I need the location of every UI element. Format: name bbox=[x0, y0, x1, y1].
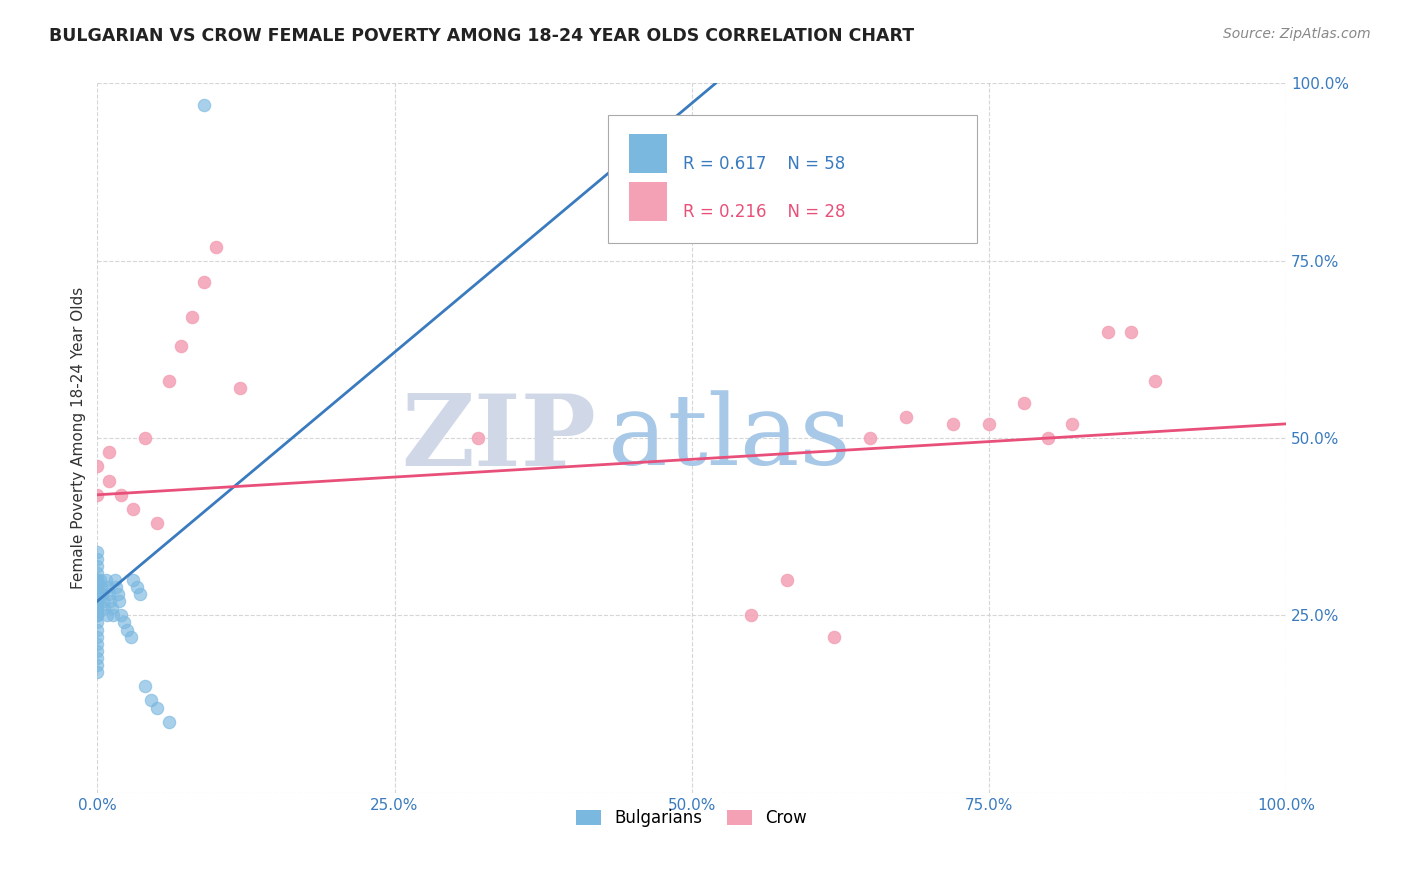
Point bbox=[1121, 325, 1143, 339]
Point bbox=[86, 573, 108, 587]
Point bbox=[1038, 431, 1060, 445]
Point bbox=[105, 580, 128, 594]
Point bbox=[229, 381, 252, 395]
Point bbox=[86, 665, 108, 679]
Point bbox=[94, 573, 117, 587]
Point bbox=[86, 573, 108, 587]
Point bbox=[125, 580, 148, 594]
Point bbox=[100, 601, 122, 615]
Point bbox=[1014, 395, 1036, 409]
Point bbox=[110, 608, 132, 623]
Point bbox=[181, 310, 204, 325]
Point bbox=[86, 566, 108, 580]
Point bbox=[1097, 325, 1119, 339]
Point bbox=[98, 474, 121, 488]
Point bbox=[107, 594, 129, 608]
Point bbox=[86, 608, 108, 623]
Point bbox=[122, 573, 145, 587]
Point bbox=[977, 417, 1000, 431]
Point bbox=[776, 573, 799, 587]
Point bbox=[86, 630, 108, 644]
Point bbox=[93, 601, 115, 615]
Point bbox=[193, 97, 215, 112]
Point bbox=[86, 644, 108, 658]
Point bbox=[86, 580, 108, 594]
Point bbox=[120, 630, 142, 644]
Point bbox=[894, 409, 917, 424]
Legend: Bulgarians, Crow: Bulgarians, Crow bbox=[569, 803, 814, 834]
Point bbox=[823, 630, 845, 644]
Point bbox=[86, 601, 108, 615]
Point bbox=[86, 587, 108, 601]
Point bbox=[86, 551, 108, 566]
Point bbox=[134, 679, 156, 693]
Point bbox=[104, 573, 127, 587]
Point bbox=[115, 623, 138, 637]
Point bbox=[86, 587, 108, 601]
Point bbox=[193, 275, 215, 289]
Point bbox=[86, 608, 108, 623]
Bar bbox=[628, 182, 666, 221]
Y-axis label: Female Poverty Among 18-24 Year Olds: Female Poverty Among 18-24 Year Olds bbox=[72, 287, 86, 590]
Point bbox=[129, 587, 152, 601]
Point bbox=[86, 615, 108, 630]
Point bbox=[86, 608, 108, 623]
Point bbox=[101, 608, 124, 623]
Point bbox=[89, 573, 111, 587]
Point bbox=[86, 587, 108, 601]
FancyBboxPatch shape bbox=[609, 115, 977, 243]
Point bbox=[86, 637, 108, 651]
Point bbox=[91, 594, 114, 608]
Point bbox=[90, 580, 112, 594]
Point bbox=[859, 431, 882, 445]
Point bbox=[122, 502, 145, 516]
Point bbox=[86, 623, 108, 637]
Text: BULGARIAN VS CROW FEMALE POVERTY AMONG 18-24 YEAR OLDS CORRELATION CHART: BULGARIAN VS CROW FEMALE POVERTY AMONG 1… bbox=[49, 27, 914, 45]
Point bbox=[98, 445, 121, 459]
Point bbox=[169, 339, 191, 353]
Point bbox=[86, 594, 108, 608]
Point bbox=[86, 658, 108, 673]
Text: R = 0.216    N = 28: R = 0.216 N = 28 bbox=[683, 202, 846, 220]
Text: Source: ZipAtlas.com: Source: ZipAtlas.com bbox=[1223, 27, 1371, 41]
Bar bbox=[628, 134, 666, 173]
Text: R = 0.617    N = 58: R = 0.617 N = 58 bbox=[683, 154, 845, 172]
Point bbox=[1060, 417, 1083, 431]
Point bbox=[86, 601, 108, 615]
Point bbox=[205, 239, 228, 253]
Point bbox=[139, 693, 162, 707]
Point bbox=[157, 374, 180, 388]
Point bbox=[96, 608, 118, 623]
Point bbox=[86, 580, 108, 594]
Point bbox=[86, 544, 108, 558]
Point bbox=[467, 431, 489, 445]
Point bbox=[110, 488, 132, 502]
Point bbox=[107, 587, 129, 601]
Point bbox=[86, 601, 108, 615]
Point bbox=[740, 608, 762, 623]
Point bbox=[942, 417, 965, 431]
Point bbox=[100, 594, 122, 608]
Point bbox=[98, 587, 121, 601]
Point bbox=[146, 700, 169, 714]
Point bbox=[86, 594, 108, 608]
Point bbox=[1144, 374, 1167, 388]
Text: atlas: atlas bbox=[609, 390, 851, 486]
Point bbox=[86, 594, 108, 608]
Point bbox=[86, 558, 108, 573]
Point bbox=[86, 488, 108, 502]
Text: ZIP: ZIP bbox=[402, 390, 596, 486]
Point bbox=[97, 580, 120, 594]
Point bbox=[112, 615, 135, 630]
Point bbox=[146, 516, 169, 530]
Point bbox=[86, 459, 108, 474]
Point bbox=[91, 587, 114, 601]
Point bbox=[86, 594, 108, 608]
Point bbox=[86, 573, 108, 587]
Point bbox=[134, 431, 156, 445]
Point bbox=[86, 651, 108, 665]
Point bbox=[157, 714, 180, 729]
